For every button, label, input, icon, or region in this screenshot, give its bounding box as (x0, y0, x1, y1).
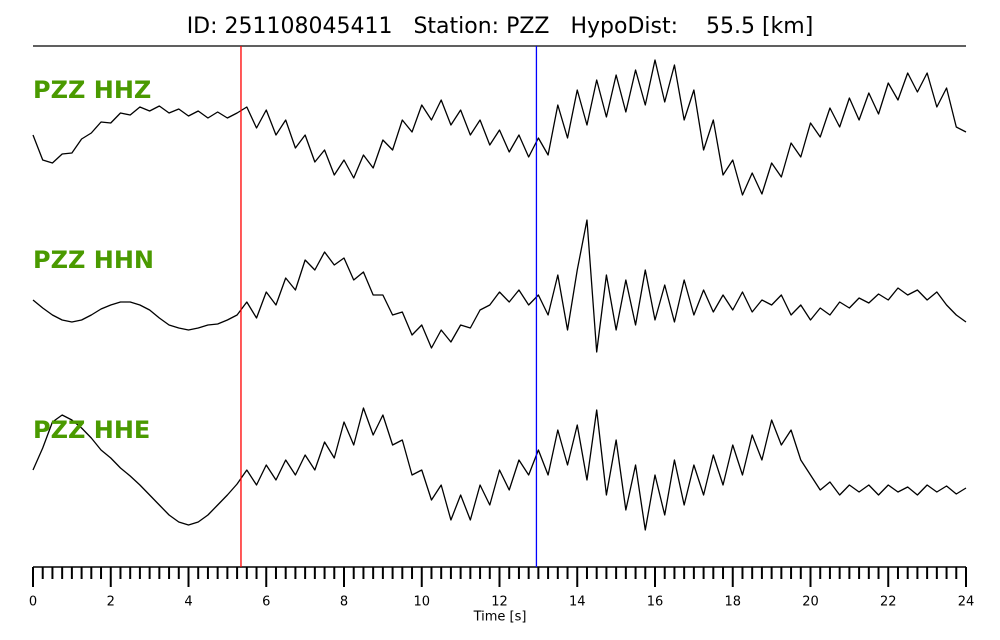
waveform (32, 59, 967, 196)
x-axis-label: Time [s] (473, 610, 527, 625)
x-tick-label: 2 (107, 595, 115, 610)
x-tick-label: 24 (958, 595, 975, 610)
x-tick-label: 8 (340, 595, 348, 610)
trace-label: PZZ HHE (33, 416, 150, 444)
x-tick-label: 0 (29, 595, 37, 610)
x-tick-label: 4 (184, 595, 192, 610)
x-tick-label: 18 (724, 595, 741, 610)
x-tick-label: 6 (262, 595, 270, 610)
chart-title: ID: 251108045411 Station: PZZ HypoDist: … (187, 14, 814, 39)
trace-label: PZZ HHZ (33, 76, 151, 104)
trace-label: PZZ HHN (33, 246, 154, 274)
x-tick-label: 16 (647, 595, 664, 610)
x-tick-label: 10 (413, 595, 430, 610)
x-tick-label: 12 (491, 595, 508, 610)
waveform (32, 407, 967, 531)
x-tick-label: 14 (569, 595, 586, 610)
x-tick-label: 22 (880, 595, 897, 610)
x-tick-label: 20 (802, 595, 819, 610)
waveform (32, 219, 967, 353)
